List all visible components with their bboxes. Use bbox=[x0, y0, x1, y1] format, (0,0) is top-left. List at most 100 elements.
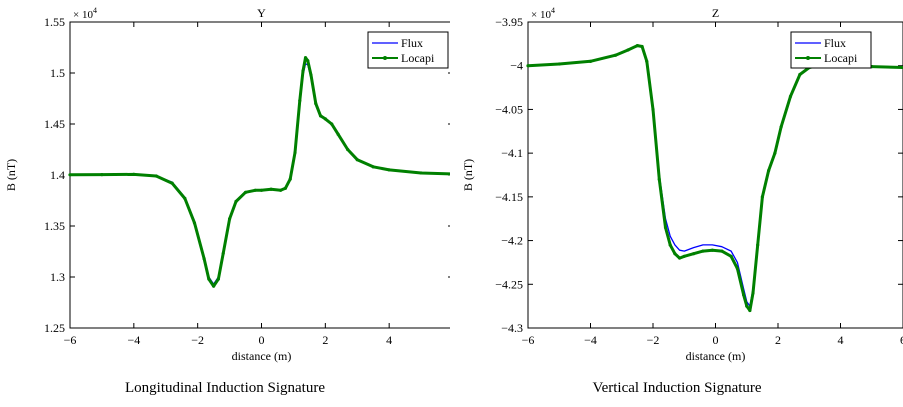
x-tick-label: 2 bbox=[322, 333, 328, 347]
series-point-locapi bbox=[371, 165, 375, 169]
exponent-label: × 104 bbox=[73, 6, 97, 21]
legend-box bbox=[790, 31, 872, 69]
legend-label-locapi: Locapi bbox=[824, 51, 858, 65]
series-point-locapi bbox=[645, 59, 649, 63]
y-tick-label: −4.1 bbox=[501, 146, 523, 160]
series-point-locapi bbox=[212, 284, 216, 288]
series-point-locapi bbox=[355, 158, 359, 162]
series-point-locapi bbox=[132, 172, 136, 176]
series-line-locapi bbox=[69, 56, 450, 288]
legend-marker-locapi bbox=[806, 56, 810, 60]
y-tick-label: 1.25 bbox=[44, 321, 65, 335]
series-point-locapi bbox=[767, 169, 771, 173]
series-point-locapi bbox=[798, 72, 802, 77]
series-point-locapi bbox=[710, 248, 714, 252]
y-tick-label: 1.55 bbox=[44, 15, 65, 29]
series-point-locapi bbox=[729, 254, 733, 258]
series-point-locapi bbox=[336, 132, 340, 136]
series-point-locapi bbox=[557, 62, 561, 66]
series-point-locapi bbox=[682, 254, 686, 258]
series-point-locapi bbox=[170, 181, 174, 185]
series-point-locapi bbox=[756, 243, 760, 247]
x-tick-label: 2 bbox=[775, 333, 781, 347]
legend-label-locapi: Locapi bbox=[401, 51, 435, 65]
series-point-locapi bbox=[283, 186, 288, 190]
series-point-locapi bbox=[279, 188, 283, 192]
x-axis-label: distance (m) bbox=[232, 349, 292, 363]
series-point-locapi bbox=[735, 266, 739, 271]
chart-title: Z bbox=[712, 6, 719, 20]
chart-vertical: −6 −4 −2 0 2 4 6 −4.3 −4.25 −4.2 −4.15 −4.1 −4.05 −4 −… bbox=[461, 6, 903, 363]
legend-box bbox=[367, 31, 449, 69]
series-point-locapi bbox=[154, 174, 158, 178]
y-tick-label: 1.3 bbox=[50, 270, 65, 284]
series-point-locapi bbox=[668, 243, 672, 247]
series-point-locapi bbox=[207, 277, 211, 281]
x-tick-label: −2 bbox=[191, 333, 204, 347]
legend-label-flux: Flux bbox=[401, 36, 423, 50]
legend-marker-locapi bbox=[383, 56, 387, 60]
series-point-locapi bbox=[677, 256, 682, 260]
series-point-locapi bbox=[330, 122, 334, 126]
legend-label-flux: Flux bbox=[824, 36, 846, 50]
series-point-locapi bbox=[298, 98, 302, 103]
series-point-locapi bbox=[526, 64, 530, 68]
series-point-locapi bbox=[288, 177, 292, 181]
series-point-locapi bbox=[100, 172, 104, 177]
chart-longitudinal: −6−4−202461.251.31.351.41.451.51.55× 104… bbox=[4, 6, 450, 363]
series-point-locapi bbox=[309, 73, 313, 77]
series-point-locapi bbox=[387, 168, 391, 172]
series-point-locapi bbox=[692, 252, 696, 256]
series-point-locapi bbox=[227, 217, 232, 221]
x-axis-label: distance (m) bbox=[686, 349, 746, 363]
y-axis-label: B (nT) bbox=[4, 159, 18, 191]
y-tick-label: −4.05 bbox=[495, 102, 523, 116]
series-point-locapi bbox=[259, 188, 264, 192]
y-tick-label: −3.95 bbox=[495, 15, 523, 29]
y-tick-label: 1.4 bbox=[50, 168, 65, 182]
series-point-locapi bbox=[742, 293, 746, 297]
series-point-locapi bbox=[314, 102, 318, 106]
series-point-locapi bbox=[202, 257, 206, 261]
series-point-locapi bbox=[745, 304, 749, 308]
series-point-locapi bbox=[760, 195, 764, 199]
caption-longitudinal: Longitudinal Induction Signature bbox=[125, 380, 325, 396]
series-point-locapi bbox=[269, 187, 273, 191]
x-tick-label: −2 bbox=[647, 333, 660, 347]
y-tick-label: −4.25 bbox=[495, 277, 523, 291]
series-point-locapi bbox=[635, 44, 639, 48]
x-tick-label: −6 bbox=[64, 333, 77, 347]
series-point-locapi bbox=[192, 221, 197, 225]
series-point-locapi bbox=[419, 171, 423, 175]
x-tick-label: 0 bbox=[259, 333, 265, 347]
x-tick-label: 4 bbox=[386, 333, 392, 347]
series-point-locapi bbox=[301, 69, 305, 73]
series-point-locapi bbox=[748, 308, 752, 313]
chart-title: Y bbox=[257, 6, 266, 20]
series-point-locapi bbox=[221, 251, 225, 256]
series-point-locapi bbox=[779, 125, 783, 129]
series-point-locapi bbox=[788, 94, 793, 98]
y-tick-label: 1.45 bbox=[44, 117, 65, 131]
x-tick-label: 4 bbox=[838, 333, 844, 347]
series-point-locapi bbox=[651, 107, 655, 112]
series-point-locapi bbox=[701, 249, 705, 253]
exponent-label: × 104 bbox=[531, 6, 555, 21]
y-tick-label: 1.5 bbox=[50, 66, 65, 80]
series-point-locapi bbox=[216, 277, 221, 281]
y-tick-label: −4.2 bbox=[501, 234, 523, 248]
series-point-locapi bbox=[720, 249, 724, 253]
series-point-locapi bbox=[243, 190, 248, 194]
x-tick-label: 0 bbox=[713, 333, 719, 347]
y-tick-label: 1.35 bbox=[44, 219, 65, 233]
series-point-locapi bbox=[673, 252, 677, 256]
x-tick-label: −6 bbox=[522, 333, 535, 347]
x-tick-label: 6 bbox=[900, 333, 903, 347]
x-tick-label: −4 bbox=[127, 333, 140, 347]
caption-vertical: Vertical Induction Signature bbox=[592, 380, 762, 396]
series-point-locapi bbox=[657, 177, 661, 181]
series-point-locapi bbox=[303, 56, 308, 60]
series-point-locapi bbox=[588, 59, 593, 63]
series-point-locapi bbox=[626, 48, 630, 52]
series-point-locapi bbox=[234, 199, 238, 204]
